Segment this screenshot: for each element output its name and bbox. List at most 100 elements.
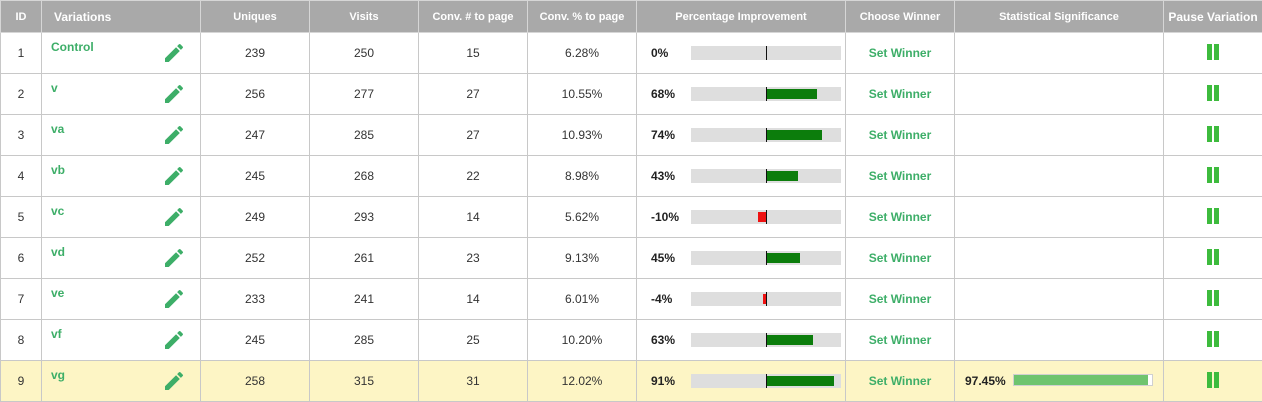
pause-cell [1163,114,1262,156]
uniques-cell: 249 [200,196,310,238]
pencil-icon[interactable] [162,246,186,270]
conv-pct-cell: 6.01% [527,278,637,320]
table-row: 3 va 247 285 27 10.93% 74% Set Winner [0,114,1262,156]
pause-icon[interactable] [1206,125,1220,142]
conv-num-cell: 31 [418,360,528,402]
pause-icon[interactable] [1206,84,1220,101]
pencil-icon[interactable] [162,41,186,65]
improvement-bar-track [691,46,841,60]
variation-name[interactable]: ve [51,286,65,300]
pause-cell [1163,278,1262,320]
set-winner-link[interactable]: Set Winner [868,169,932,183]
pencil-icon[interactable] [162,328,186,352]
id-cell: 5 [0,196,42,238]
pause-icon-bar [1214,371,1219,388]
improvement-bar [763,294,766,304]
choose-winner-cell: Set Winner [845,155,955,197]
header-uniques: Uniques [200,0,310,33]
set-winner-link[interactable]: Set Winner [868,128,932,142]
variation-name[interactable]: vc [51,204,65,218]
significance-cell [954,155,1164,197]
improvement-value: 45% [651,251,676,265]
improvement-cell: -10% [636,196,846,238]
pencil-icon[interactable] [162,205,186,229]
improvement-bar-track [691,87,841,101]
set-winner-link[interactable]: Set Winner [868,333,932,347]
improvement-value: 74% [651,128,676,142]
visits-cell: 285 [309,114,419,156]
pause-icon[interactable] [1206,166,1220,183]
pause-icon[interactable] [1206,43,1220,60]
table-row: 8 vf 245 285 25 10.20% 63% Set Winner [0,319,1262,361]
variation-name[interactable]: Control [51,40,94,54]
choose-winner-cell: Set Winner [845,360,955,402]
pause-icon-bar [1214,248,1219,265]
visits-cell: 250 [309,32,419,74]
conv-pct-cell: 6.28% [527,32,637,74]
id-cell: 1 [0,32,42,74]
variation-name[interactable]: vd [51,245,66,259]
pause-icon-bar [1214,330,1219,347]
id-cell: 6 [0,237,42,279]
improvement-value: -10% [651,210,680,224]
pause-icon[interactable] [1206,371,1220,388]
improvement-bar-track [691,374,841,388]
improvement-bar-track [691,210,841,224]
pause-icon-bar [1207,84,1212,101]
improvement-cell: 45% [636,237,846,279]
variation-name[interactable]: v [51,81,58,95]
pencil-icon[interactable] [162,287,186,311]
pencil-icon[interactable] [162,123,186,147]
conv-num-cell: 14 [418,196,528,238]
set-winner-link[interactable]: Set Winner [868,251,932,265]
improvement-baseline [766,169,767,183]
improvement-baseline [766,210,767,224]
improvement-bar-track [691,128,841,142]
conv-num-cell: 23 [418,237,528,279]
pause-icon[interactable] [1206,289,1220,306]
set-winner-link[interactable]: Set Winner [868,292,932,306]
improvement-bar [766,376,834,386]
improvement-baseline [766,251,767,265]
table-body: 1 Control 239 250 15 6.28% 0% Set Winner 2 v 256 27… [0,32,1262,402]
pencil-icon[interactable] [162,369,186,393]
variation-name[interactable]: vg [51,368,66,382]
significance-cell [954,319,1164,361]
conv-pct-cell: 12.02% [527,360,637,402]
choose-winner-cell: Set Winner [845,278,955,320]
set-winner-link[interactable]: Set Winner [868,46,932,60]
conv-pct-cell: 10.93% [527,114,637,156]
variation-name[interactable]: vb [51,163,66,177]
improvement-baseline [766,333,767,347]
table-row: 1 Control 239 250 15 6.28% 0% Set Winner [0,32,1262,74]
header-improvement: Percentage Improvement [636,0,846,33]
visits-cell: 277 [309,73,419,115]
variation-name[interactable]: va [51,122,65,136]
pencil-icon[interactable] [162,164,186,188]
conv-pct-cell: 10.20% [527,319,637,361]
uniques-cell: 245 [200,319,310,361]
improvement-value: 68% [651,87,676,101]
pause-icon[interactable] [1206,248,1220,265]
variation-cell: vc [41,196,201,238]
header-variations: Variations [41,0,201,33]
header-conv-num: Conv. # to page [418,0,528,33]
improvement-bar [758,212,766,222]
variation-name[interactable]: vf [51,327,62,341]
pencil-icon[interactable] [162,82,186,106]
set-winner-link[interactable]: Set Winner [868,87,932,101]
choose-winner-cell: Set Winner [845,32,955,74]
significance-bar-track [1013,374,1153,386]
set-winner-link[interactable]: Set Winner [868,210,932,224]
improvement-cell: 43% [636,155,846,197]
conv-pct-cell: 10.55% [527,73,637,115]
set-winner-link[interactable]: Set Winner [868,374,932,388]
pause-icon[interactable] [1206,207,1220,224]
significance-cell [954,196,1164,238]
conv-pct-cell: 9.13% [527,237,637,279]
pause-icon-bar [1207,371,1212,388]
header-pause: Pause Variation [1163,0,1262,33]
variation-cell: vb [41,155,201,197]
pause-icon[interactable] [1206,330,1220,347]
improvement-cell: 0% [636,32,846,74]
